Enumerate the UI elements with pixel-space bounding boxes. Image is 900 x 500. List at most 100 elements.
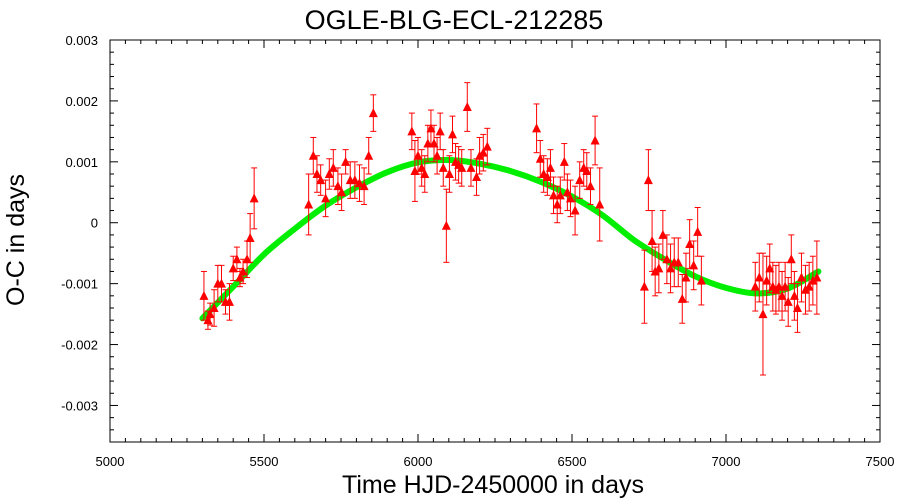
data-point — [432, 150, 442, 160]
data-point — [228, 263, 238, 273]
data-point — [482, 141, 492, 151]
x-tick-label: 7500 — [866, 454, 895, 469]
data-point — [462, 102, 472, 111]
data-point — [216, 278, 226, 288]
data-point — [696, 275, 706, 285]
data-point — [324, 169, 334, 178]
data-point — [205, 309, 215, 319]
x-tick-label: 6000 — [404, 454, 433, 469]
data-point — [532, 123, 542, 133]
data-point — [783, 296, 793, 306]
data-point — [555, 190, 565, 200]
y-tick-label: 0.002 — [65, 94, 98, 109]
x-tick-label: 5000 — [96, 454, 125, 469]
y-tick-label: 0.001 — [65, 155, 98, 170]
data-point — [758, 309, 768, 319]
data-point — [658, 229, 668, 239]
data-point — [435, 126, 445, 136]
data-point — [685, 239, 695, 249]
data-point — [245, 232, 255, 242]
data-point — [316, 175, 326, 185]
data-point — [762, 275, 772, 285]
data-point — [441, 220, 451, 230]
data-point — [643, 175, 653, 185]
data-point — [249, 193, 259, 203]
data-point — [812, 272, 822, 282]
data-point — [225, 296, 235, 306]
data-point — [673, 257, 683, 267]
data-point — [308, 150, 318, 160]
data-point — [368, 108, 378, 118]
x-tick-label: 5500 — [250, 454, 279, 469]
data-point — [677, 293, 687, 303]
data-point — [447, 129, 457, 139]
data-point — [542, 172, 552, 182]
data-point — [792, 303, 802, 312]
data-point — [666, 263, 676, 273]
data-point — [804, 281, 814, 291]
y-tick-label: -0.001 — [61, 277, 98, 292]
data-point — [410, 165, 420, 175]
data-point — [552, 199, 562, 209]
fit-curve — [199, 156, 822, 322]
data-point — [565, 193, 575, 203]
data-point — [417, 162, 427, 172]
data-point — [350, 175, 360, 185]
data-point — [238, 266, 248, 276]
data-point — [654, 263, 664, 273]
data-point — [786, 254, 796, 264]
data-point — [457, 162, 467, 172]
data-point — [413, 150, 423, 160]
data-point — [796, 272, 806, 282]
data-point — [423, 138, 433, 148]
data-point — [337, 187, 347, 197]
data-point — [359, 181, 369, 191]
data-point — [354, 178, 364, 188]
x-axis-title: Time HJD-2450000 in days — [342, 471, 644, 499]
axis-ticks — [109, 39, 881, 443]
data-point — [209, 303, 219, 312]
y-axis-title: O-C in days — [2, 174, 30, 306]
data-point — [689, 260, 699, 270]
data-point — [333, 181, 343, 191]
y-tick-label: 0.003 — [65, 33, 98, 48]
data-point — [199, 290, 209, 300]
data-point — [662, 254, 672, 264]
data-point — [321, 193, 331, 203]
data-point — [639, 281, 649, 291]
data-point — [438, 162, 448, 172]
data-point — [466, 162, 476, 172]
data-point — [472, 172, 482, 182]
data-point — [570, 205, 580, 215]
data-point — [777, 290, 787, 300]
data-point — [535, 153, 545, 163]
data-point — [562, 187, 572, 197]
data-point — [407, 126, 417, 136]
data-point — [478, 147, 488, 157]
data-point — [774, 281, 784, 291]
data-point — [312, 169, 322, 178]
data-point — [582, 165, 592, 175]
data-point — [429, 138, 439, 148]
data-point — [647, 236, 657, 245]
x-tick-label: 6500 — [558, 454, 587, 469]
data-points-layer — [199, 82, 822, 376]
data-point — [681, 272, 691, 282]
fit-curve-layer — [199, 156, 822, 322]
data-point — [232, 254, 242, 264]
data-point — [444, 169, 454, 178]
y-tick-label: 0 — [91, 216, 98, 231]
data-point — [808, 275, 818, 285]
x-tick-label: 7000 — [712, 454, 741, 469]
data-point — [693, 226, 703, 236]
data-point — [304, 199, 314, 209]
data-point — [754, 272, 764, 282]
data-point — [750, 281, 760, 291]
data-point — [341, 156, 351, 166]
data-point — [780, 281, 790, 291]
data-point — [575, 175, 585, 185]
tick-labels: 5000 5500 6000 6500 7000 7500 0.003 0.002 0.001 0… — [61, 33, 894, 469]
data-point — [585, 181, 595, 191]
data-point — [242, 254, 252, 264]
